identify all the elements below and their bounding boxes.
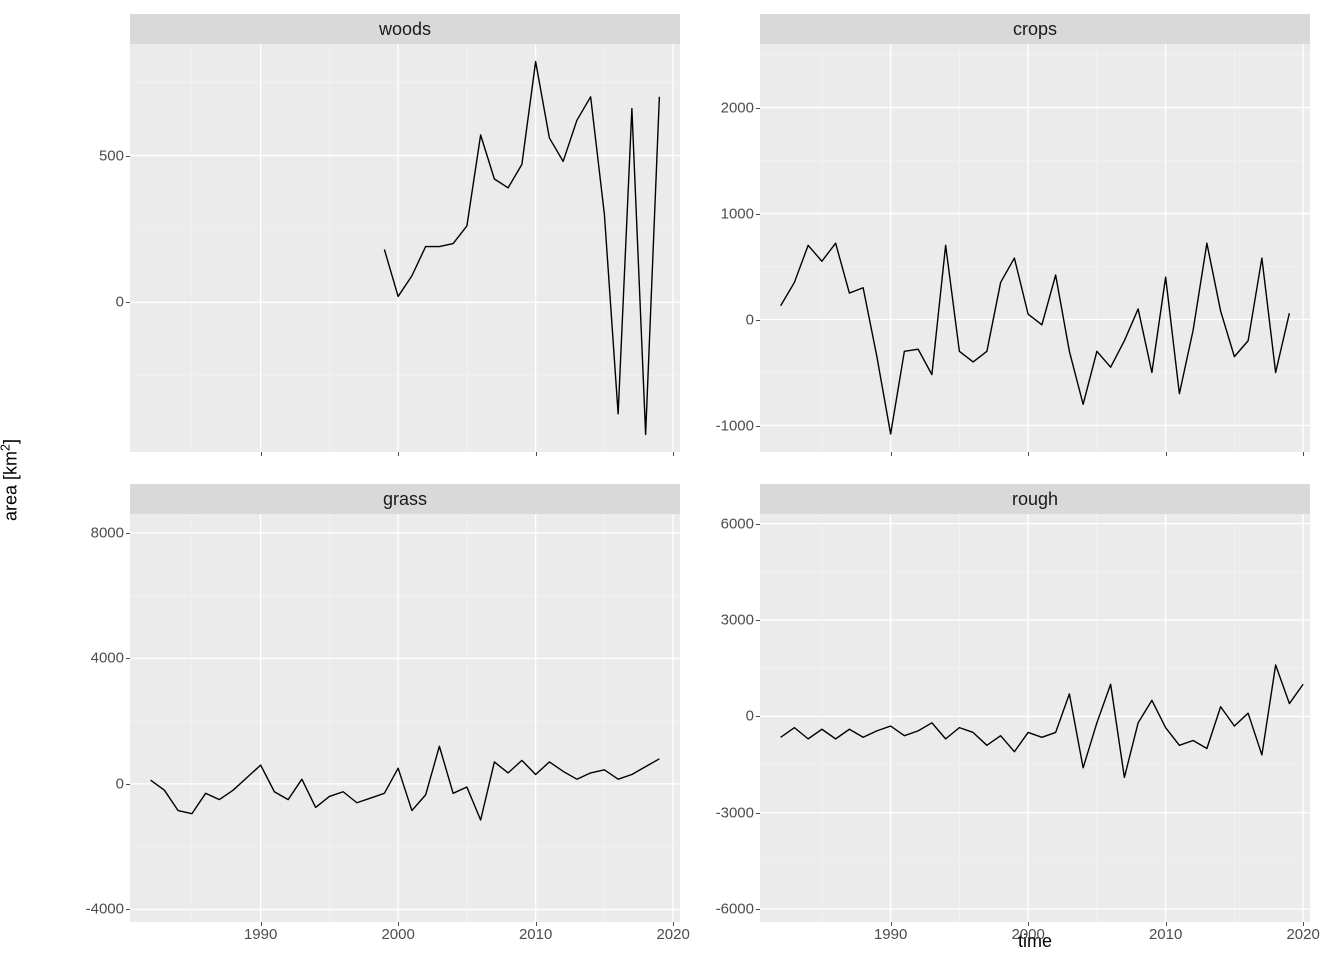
panel-crops: crops-1000010002000 — [760, 14, 1310, 452]
panel-grass: grass-40000400080001990200020102020 — [130, 484, 680, 922]
x-tick-label: 2000 — [1011, 922, 1044, 943]
panel-title: grass — [130, 484, 680, 514]
y-tick-label: 6000 — [721, 515, 760, 532]
x-tick-label: 1990 — [874, 922, 907, 943]
faceted-chart: area [km2] time woods0500crops-100001000… — [0, 0, 1344, 960]
y-tick-label: -1000 — [716, 417, 760, 434]
x-tick-label: 2020 — [1286, 922, 1319, 943]
x-tick-label: 2010 — [1149, 922, 1182, 943]
y-tick-label: 3000 — [721, 612, 760, 629]
plot-area — [760, 44, 1310, 452]
y-tick-label: 1000 — [721, 205, 760, 222]
y-tick-label: 8000 — [91, 524, 130, 541]
plot-area — [130, 44, 680, 452]
x-tick-label: 2020 — [656, 922, 689, 943]
plot-area — [760, 514, 1310, 922]
panel-title: rough — [760, 484, 1310, 514]
x-tick-label: 2000 — [381, 922, 414, 943]
panel-title: woods — [130, 14, 680, 44]
y-tick-label: 2000 — [721, 99, 760, 116]
panel-rough: rough-6000-30000300060001990200020102020 — [760, 484, 1310, 922]
y-tick-label: -4000 — [86, 901, 130, 918]
y-tick-label: -3000 — [716, 804, 760, 821]
x-tick-label: 1990 — [244, 922, 277, 943]
y-tick-label: -6000 — [716, 901, 760, 918]
plot-area — [130, 514, 680, 922]
y-axis-label: area [km2] — [0, 439, 22, 521]
panel-title: crops — [760, 14, 1310, 44]
x-tick-label: 2010 — [519, 922, 552, 943]
panel-woods: woods0500 — [130, 14, 680, 452]
y-tick-label: 4000 — [91, 650, 130, 667]
